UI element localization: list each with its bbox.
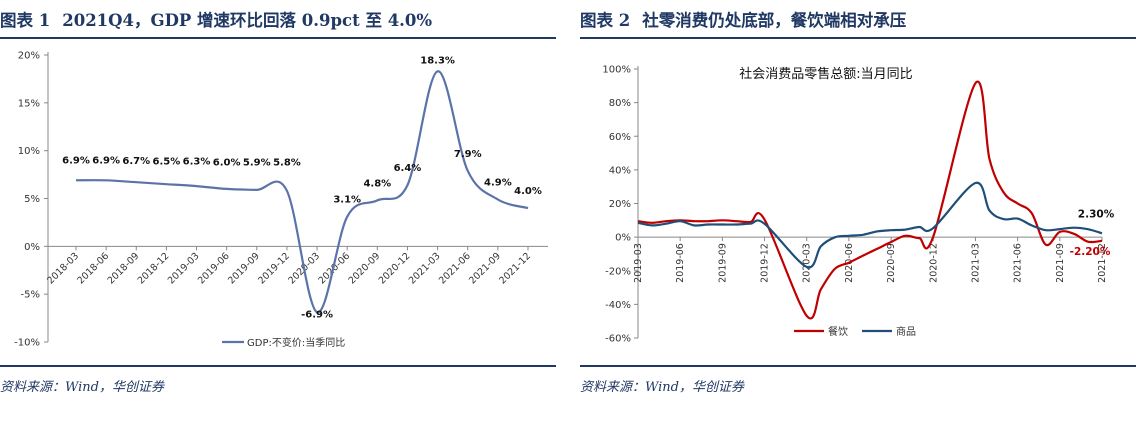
x-tick-label: 2019-03 — [633, 243, 644, 283]
x-tick-label: 2019-06 — [675, 243, 686, 283]
data-label: 3.1% — [333, 195, 361, 206]
end-label-catering: -2.20% — [1070, 246, 1111, 258]
chart-inner-title: 社会消费品零售总额:当月同比 — [739, 66, 912, 82]
x-tick-label: 2020-06 — [316, 251, 352, 287]
data-label: 6.0% — [213, 157, 241, 168]
series-line-gdp — [75, 70, 529, 314]
data-label: 4.0% — [514, 186, 542, 197]
x-tick-label: 2019-06 — [196, 251, 232, 287]
x-tick-label: 2018-09 — [106, 251, 142, 287]
data-label: 4.9% — [484, 177, 512, 188]
title-rule — [0, 37, 556, 39]
x-tick-label: 2018-03 — [45, 251, 81, 287]
y-tick-label: 100% — [602, 65, 631, 76]
y-tick-label: -10% — [14, 338, 40, 349]
data-label: 6.9% — [92, 156, 120, 167]
x-tick-label: 2018-06 — [75, 251, 111, 287]
y-tick-label: 20% — [18, 51, 40, 62]
x-tick-label: 2021-06 — [437, 251, 473, 287]
x-tick-label: 2021-09 — [1055, 243, 1066, 283]
figure-title: 图表 1 2021Q4，GDP 增速环比回落 0.9pct 至 4.0% — [0, 8, 444, 34]
x-tick-label: 2019-12 — [760, 243, 771, 283]
y-tick-label: 40% — [609, 165, 631, 176]
legend-label-goods: 商品 — [896, 325, 916, 338]
chart-panel-gdp: 图表 1 2021Q4，GDP 增速环比回落 0.9pct 至 4.0% 20% 1… — [0, 0, 558, 431]
data-label: 6.4% — [394, 163, 422, 174]
x-tick-label: 2021-06 — [1013, 243, 1024, 283]
y-tick-label: 0% — [615, 233, 631, 244]
data-label: 4.8% — [363, 178, 391, 189]
y-tick-label: 60% — [609, 132, 631, 143]
x-tick-label: 2021-03 — [407, 251, 443, 287]
x-tick-label: 2020-03 — [802, 243, 813, 283]
data-label: 6.3% — [183, 157, 211, 168]
footer-rule — [0, 365, 556, 367]
source-note: 资料来源：Wind，华创证券 — [0, 380, 164, 395]
y-tick-label: 10% — [18, 146, 40, 157]
x-tick-label: 2021-03 — [970, 243, 981, 283]
data-label: 5.8% — [273, 158, 301, 169]
series-line-catering — [637, 80, 1103, 320]
source-note: 资料来源：Wind，华创证券 — [580, 380, 744, 395]
x-tick-label: 2021-12 — [497, 251, 533, 287]
gdp-line-chart: 20% 15% 10% 5% 0% -5% -10% 2018-032018-062018-0… — [14, 51, 548, 349]
data-label: 5.9% — [243, 157, 271, 168]
footer-rule — [580, 365, 1136, 367]
x-tick-label: 2020-12 — [928, 243, 939, 283]
y-tick-label: 5% — [24, 194, 40, 205]
data-label: 18.3% — [420, 55, 455, 66]
figure-label: 图表 1 — [0, 11, 51, 30]
y-tick-label: 20% — [609, 199, 631, 210]
x-tick-label: 2019-03 — [166, 251, 202, 287]
data-label: 6.9% — [62, 156, 90, 167]
legend-label-gdp: GDP:不变价:当季同比 — [247, 336, 345, 349]
y-tick-label: -40% — [605, 300, 631, 311]
end-label-goods: 2.30% — [1078, 208, 1115, 220]
y-tick-label: 0% — [24, 242, 40, 253]
data-label: 6.7% — [122, 156, 150, 167]
x-tick-label: 2019-09 — [226, 251, 262, 287]
retail-sales-line-chart: 社会消费品零售总额:当月同比 100% 80% 60% 40% 20% 0% -20% -40%… — [602, 65, 1115, 345]
data-label: -6.9% — [301, 309, 333, 320]
x-tick-label: 2019-09 — [717, 243, 728, 283]
y-tick-label: 15% — [18, 98, 40, 109]
figure-title: 图表 2 社零消费仍处底部，餐饮端相对承压 — [580, 8, 918, 34]
x-tick-label: 2020-09 — [886, 243, 897, 283]
chart-panel-retail: 图表 2 社零消费仍处底部，餐饮端相对承压 社会消费品零售总额:当月同比 100% 8… — [580, 0, 1138, 431]
data-label: 7.9% — [454, 149, 482, 160]
x-tick-label: 2021-09 — [467, 251, 503, 287]
y-tick-label: -20% — [605, 266, 631, 277]
y-tick-label: -5% — [21, 290, 40, 301]
data-label: 6.5% — [153, 156, 181, 167]
legend-label-catering: 餐饮 — [828, 325, 848, 338]
x-tick-label: 2018-12 — [136, 251, 172, 287]
y-tick-label: -60% — [605, 334, 631, 345]
figure-title-text: 2021Q4，GDP 增速环比回落 0.9pct 至 4.0% — [62, 11, 433, 30]
figure-title-text: 社零消费仍处底部，餐饮端相对承压 — [642, 11, 907, 30]
title-rule — [580, 37, 1136, 39]
x-tick-label: 2021-12 — [1097, 243, 1108, 283]
x-tick-label: 2019-12 — [256, 251, 292, 287]
series-line-goods — [637, 181, 1103, 269]
x-tick-label: 2020-09 — [347, 251, 383, 287]
y-tick-label: 80% — [609, 98, 631, 109]
figure-label: 图表 2 — [580, 11, 631, 30]
x-tick-label: 2020-12 — [377, 251, 413, 287]
